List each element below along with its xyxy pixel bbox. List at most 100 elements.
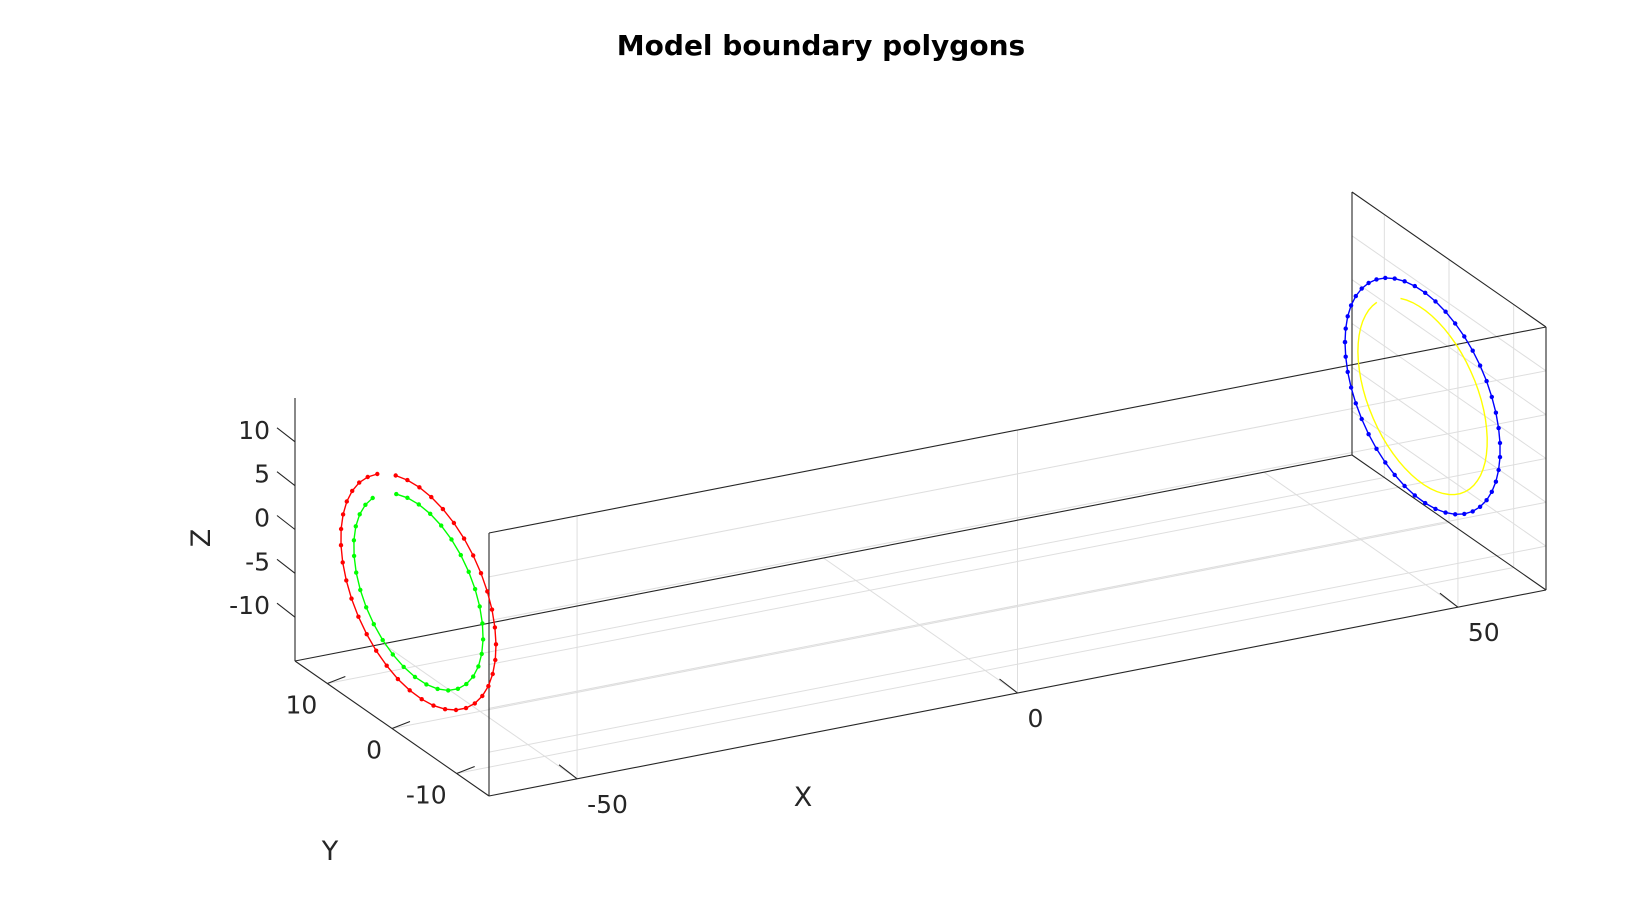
series-point xyxy=(395,676,401,682)
z-tick-mark xyxy=(276,602,296,618)
series-point xyxy=(1493,479,1499,484)
series-point xyxy=(431,703,436,708)
series-point xyxy=(357,512,362,517)
series-point xyxy=(476,664,481,669)
z-tick-label: 10 xyxy=(238,416,270,445)
y-grid-line xyxy=(327,477,1385,684)
series-point xyxy=(1366,432,1371,437)
series-0 xyxy=(338,471,499,713)
series-point xyxy=(1477,504,1483,509)
series-point xyxy=(485,589,490,594)
series-point xyxy=(364,605,369,610)
series-point xyxy=(1423,290,1428,295)
series-point xyxy=(417,485,422,490)
series-point xyxy=(390,652,395,657)
series-point xyxy=(489,607,495,612)
series-point xyxy=(472,701,477,706)
y-grid-line xyxy=(456,567,1514,774)
series-point xyxy=(471,674,476,679)
series-point xyxy=(1453,321,1458,326)
series-2 xyxy=(1342,275,1503,517)
x-tick-label: 0 xyxy=(1028,704,1044,733)
z-tick-mark xyxy=(276,558,296,574)
series-1 xyxy=(351,491,486,693)
series-point xyxy=(1343,354,1348,359)
series-point xyxy=(1470,348,1475,353)
series-point xyxy=(1383,460,1388,465)
series-point xyxy=(1345,314,1350,319)
series-point xyxy=(1412,283,1418,289)
series-point xyxy=(380,637,385,643)
series-point xyxy=(1383,275,1388,281)
series-point xyxy=(466,569,471,574)
axes-box xyxy=(294,191,1547,797)
series-point xyxy=(1392,276,1397,281)
series-point xyxy=(405,495,410,500)
series-point xyxy=(1374,446,1379,451)
grid-lines xyxy=(327,214,1547,780)
series-point xyxy=(439,523,444,528)
z-grid-line xyxy=(1351,366,1547,503)
series-point xyxy=(1348,385,1354,390)
x-tick-mark xyxy=(1439,592,1459,608)
series-point xyxy=(458,552,463,558)
series-point xyxy=(478,571,484,576)
series-point xyxy=(1359,416,1364,422)
series-point xyxy=(472,586,478,592)
z-grid-line xyxy=(488,414,1547,622)
plot-series xyxy=(338,275,1503,713)
series-point xyxy=(1433,299,1438,304)
box-edge xyxy=(1351,191,1547,328)
z-grid-line xyxy=(1351,323,1547,459)
series-point xyxy=(340,512,346,517)
series-point xyxy=(471,553,476,558)
series-point xyxy=(394,491,399,497)
series-point xyxy=(351,553,357,559)
z-grid-line xyxy=(1351,279,1547,416)
series-point xyxy=(349,596,354,601)
series-point xyxy=(1402,483,1407,489)
z-grid-line xyxy=(488,370,1547,578)
series-point xyxy=(1359,286,1364,291)
x-axis-label: X xyxy=(794,782,813,813)
series-point xyxy=(1392,472,1397,478)
z-tick-label: 5 xyxy=(254,460,270,489)
series-point xyxy=(480,621,485,626)
series-point xyxy=(1462,511,1467,517)
box-edge xyxy=(294,454,1353,662)
series-point xyxy=(1402,279,1407,284)
z-tick-label: -10 xyxy=(229,591,270,620)
y-axis-label: Y xyxy=(321,836,339,867)
series-point xyxy=(479,651,484,657)
x-tick-label: -50 xyxy=(587,790,628,819)
y-tick-mark xyxy=(327,675,346,685)
series-point xyxy=(353,524,358,529)
x-tick-mark xyxy=(999,678,1018,694)
y-grid-line xyxy=(391,522,1450,729)
series-point xyxy=(477,604,482,609)
series-point xyxy=(490,671,495,677)
series-point xyxy=(1484,378,1489,384)
series-point xyxy=(1443,510,1448,515)
series-point xyxy=(1496,467,1501,473)
series-point xyxy=(364,632,369,637)
series-point xyxy=(442,707,448,712)
series-point xyxy=(416,502,421,507)
series-point xyxy=(350,488,355,494)
chart-title: Model boundary polygons xyxy=(617,29,1025,62)
box-edge xyxy=(1351,454,1547,591)
series-point xyxy=(429,494,434,500)
series-point xyxy=(374,648,379,653)
series-point xyxy=(338,543,344,548)
series-point xyxy=(1423,500,1428,506)
series-point xyxy=(351,538,357,543)
series-line xyxy=(353,493,484,692)
series-point xyxy=(356,614,361,619)
series-line xyxy=(1357,297,1488,496)
series-point xyxy=(480,693,485,699)
series-point xyxy=(440,506,446,512)
series-point xyxy=(344,578,349,583)
z-grid-line xyxy=(1351,410,1547,547)
series-point xyxy=(1345,369,1350,375)
